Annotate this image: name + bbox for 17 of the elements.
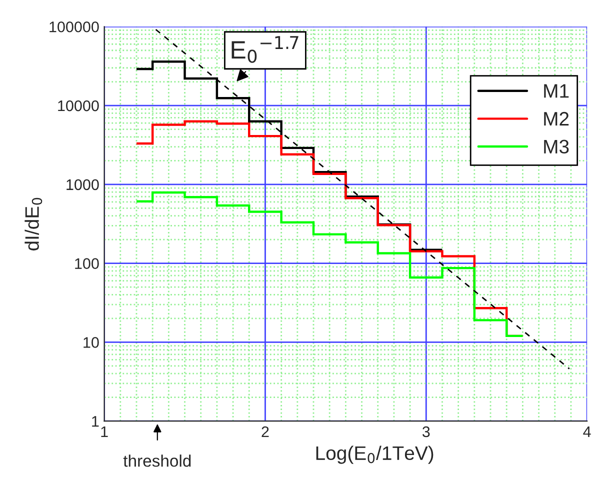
- legend-label: M2: [544, 112, 569, 126]
- x-axis-title: Log(E$_{0}$/1TeV): [316, 446, 434, 464]
- text: threshold: [123, 454, 191, 467]
- x-tick-label: 3: [422, 426, 430, 438]
- annotation: E$_{0}$$^{−1.7}$: [232, 36, 298, 63]
- x-tick-label: 4: [583, 426, 591, 438]
- legend-label: M3: [544, 140, 569, 154]
- y-axis-title: dI/dE$_{0}$: [24, 198, 42, 250]
- x-tick-label: 1: [101, 426, 108, 438]
- legend-label: M1: [544, 84, 569, 98]
- y-tick-label: 10000: [58, 100, 99, 112]
- y-tick-label: 100: [75, 258, 99, 269]
- y-tick-label: 1: [92, 416, 99, 427]
- y-tick-label: 1000: [66, 179, 99, 190]
- y-tick-label: 100000: [50, 21, 99, 32]
- x-tick-label: 2: [262, 426, 269, 438]
- y-tick-label: 10: [84, 337, 99, 348]
